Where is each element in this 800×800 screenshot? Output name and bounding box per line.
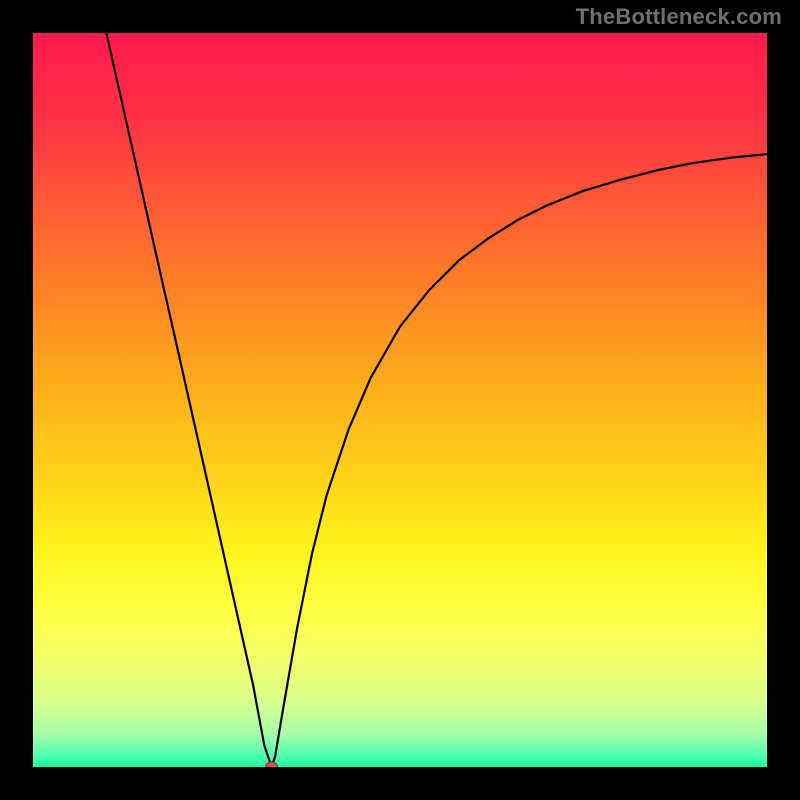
plot-svg: [33, 33, 767, 767]
watermark-text: TheBottleneck.com: [576, 4, 782, 30]
gradient-background: [33, 33, 767, 767]
plot-area: [33, 33, 767, 767]
chart-frame: TheBottleneck.com: [0, 0, 800, 800]
